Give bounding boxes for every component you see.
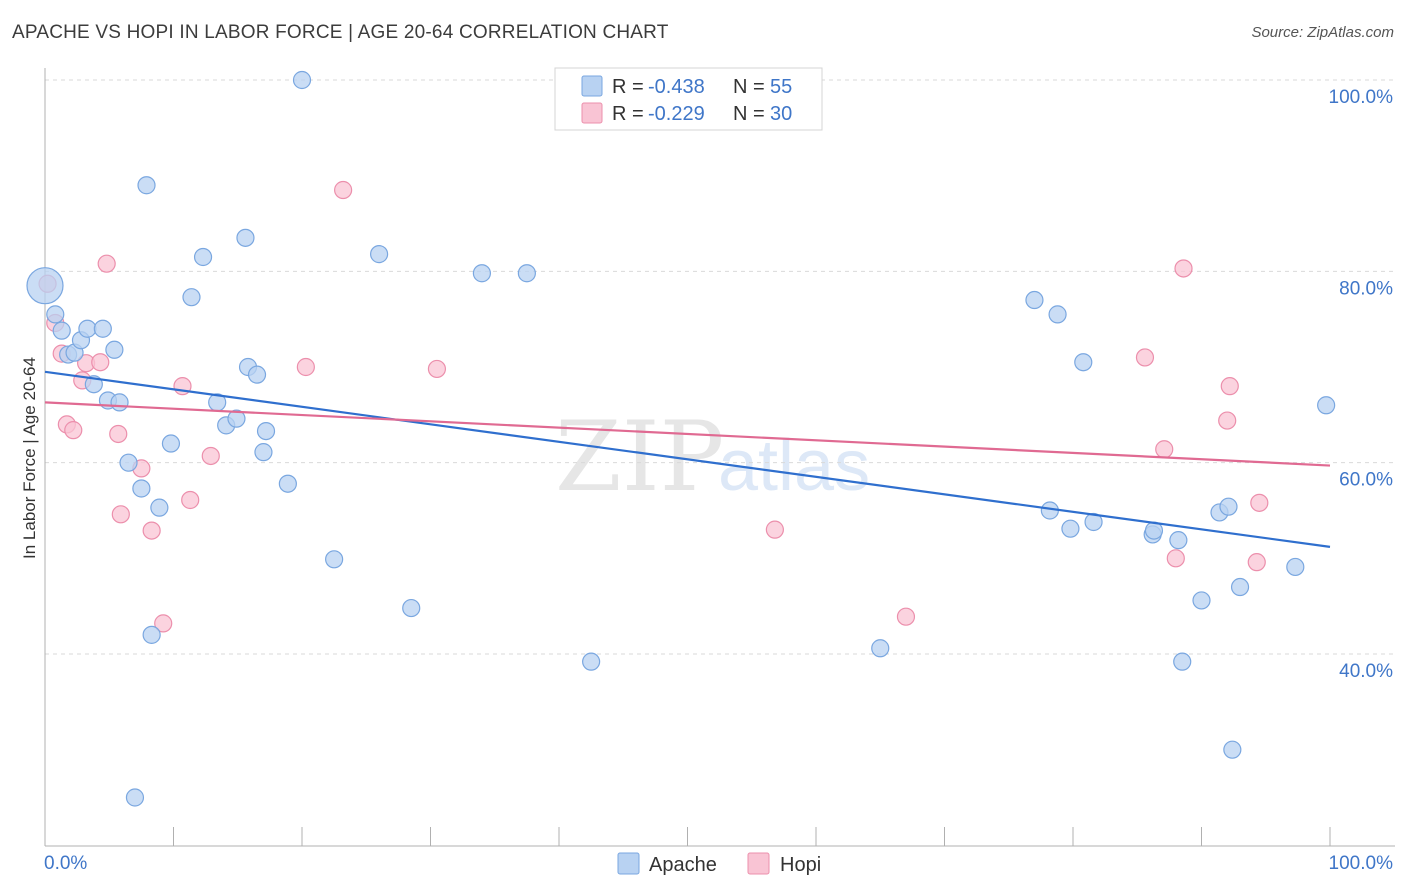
hopi-point	[1155, 440, 1174, 459]
apache-point	[1219, 497, 1238, 516]
y-axis-label: In Labor Force | Age 20-64	[20, 357, 39, 559]
apache-point	[236, 228, 255, 247]
hopi-point	[91, 353, 110, 372]
apache-point	[1025, 290, 1044, 310]
legend-hopi-r-value: -0.229	[648, 103, 705, 125]
apache-point	[193, 247, 213, 267]
apache-point	[278, 474, 297, 493]
bottom-legend-hopi-swatch	[747, 852, 770, 875]
apache-point	[132, 479, 151, 498]
apache-point	[871, 639, 890, 658]
tick-labels: 40.0% 60.0% 80.0% 100.0% 0.0% 100.0%	[44, 87, 1393, 874]
apache-point	[247, 365, 267, 384]
hopi-point	[1220, 377, 1239, 396]
apache-point	[1223, 740, 1242, 759]
apache-point	[125, 788, 145, 807]
apache-point	[325, 550, 344, 569]
hopi-point	[1166, 549, 1185, 568]
hopi-point	[896, 607, 916, 626]
apache-point	[78, 319, 97, 338]
hopi-point	[1250, 493, 1269, 512]
x-tick-label: 100.0%	[1329, 853, 1394, 874]
apache-point	[1173, 652, 1192, 671]
apache-point	[227, 409, 246, 428]
apache-point	[52, 321, 71, 340]
hopi-point	[111, 505, 130, 524]
hopi-point	[181, 490, 200, 510]
hopi-point	[334, 180, 353, 200]
legend-hopi-r-label: R =	[612, 103, 644, 125]
apache-point	[1286, 557, 1305, 577]
y-tick-label: 100.0%	[1329, 87, 1394, 108]
hopi-point	[427, 359, 447, 379]
chart-title: APACHE VS HOPI IN LABOR FORCE | AGE 20-6…	[12, 22, 669, 43]
hopi-point	[97, 254, 116, 273]
apache-point	[1061, 519, 1080, 538]
apache-point	[1169, 531, 1188, 550]
source-attribution: Source: ZipAtlas.com	[1251, 24, 1394, 41]
apache-point	[182, 288, 201, 307]
apache-point	[254, 443, 273, 462]
apache-point	[105, 340, 124, 359]
apache-point	[137, 176, 156, 195]
apache-point	[582, 652, 601, 671]
apache-point	[110, 393, 129, 412]
apache-trend-line	[44, 370, 1331, 548]
hopi-point	[109, 424, 128, 444]
legend-hopi-swatch	[581, 102, 603, 124]
apache-point	[142, 625, 161, 644]
apache-point	[1084, 512, 1103, 532]
watermark-zip: ZIP	[555, 401, 724, 513]
y-tick-label: 60.0%	[1339, 470, 1393, 491]
x-tick-label: 0.0%	[44, 853, 87, 874]
hopi-point	[1174, 259, 1193, 278]
trend-lines	[44, 370, 1331, 548]
apache-point	[150, 498, 169, 517]
apache-point	[161, 434, 181, 453]
legend-hopi-n-label: N =	[733, 103, 765, 125]
hopi-point	[154, 614, 173, 633]
hopi-point	[142, 521, 161, 540]
apache-point	[1230, 577, 1250, 597]
apache-point	[402, 598, 421, 618]
hopi-point	[64, 421, 83, 440]
hopi-point	[296, 357, 315, 377]
bottom-legend-apache-swatch	[617, 852, 640, 875]
apache-point	[119, 453, 138, 472]
apache-point	[93, 319, 112, 338]
apache-point	[256, 421, 276, 441]
hopi-point	[1247, 553, 1266, 572]
apache-point	[26, 267, 64, 305]
bottom-legend-apache-label: Apache	[649, 854, 717, 876]
legend-apache-r-value: -0.438	[648, 76, 705, 98]
legend-hopi-n-value: 30	[770, 103, 792, 125]
apache-point	[517, 264, 536, 283]
apache-point	[1074, 353, 1093, 372]
apache-point	[370, 245, 389, 264]
hopi-point	[1135, 348, 1155, 367]
bottom-legend: Apache Hopi	[617, 852, 821, 876]
hopi-point	[201, 446, 220, 466]
y-tick-label: 80.0%	[1339, 278, 1393, 299]
hopi-point	[1218, 411, 1237, 430]
apache-point	[1317, 396, 1336, 415]
apache-point	[1048, 305, 1067, 324]
legend-apache-swatch	[581, 75, 603, 97]
legend: R = -0.438 N = 55 R = -0.229 N = 30	[554, 67, 823, 131]
apache-point	[472, 264, 491, 283]
hopi-trend-line	[44, 401, 1331, 467]
apache-point	[292, 70, 312, 90]
bottom-legend-hopi-label: Hopi	[780, 854, 821, 876]
legend-apache-r-label: R =	[612, 76, 644, 98]
legend-apache-n-value: 55	[770, 76, 792, 98]
axes	[44, 68, 1395, 847]
hopi-point	[765, 520, 784, 539]
apache-point	[46, 305, 65, 324]
legend-apache-n-label: N =	[733, 76, 765, 98]
apache-point	[1192, 591, 1211, 610]
y-tick-label: 40.0%	[1339, 661, 1393, 682]
